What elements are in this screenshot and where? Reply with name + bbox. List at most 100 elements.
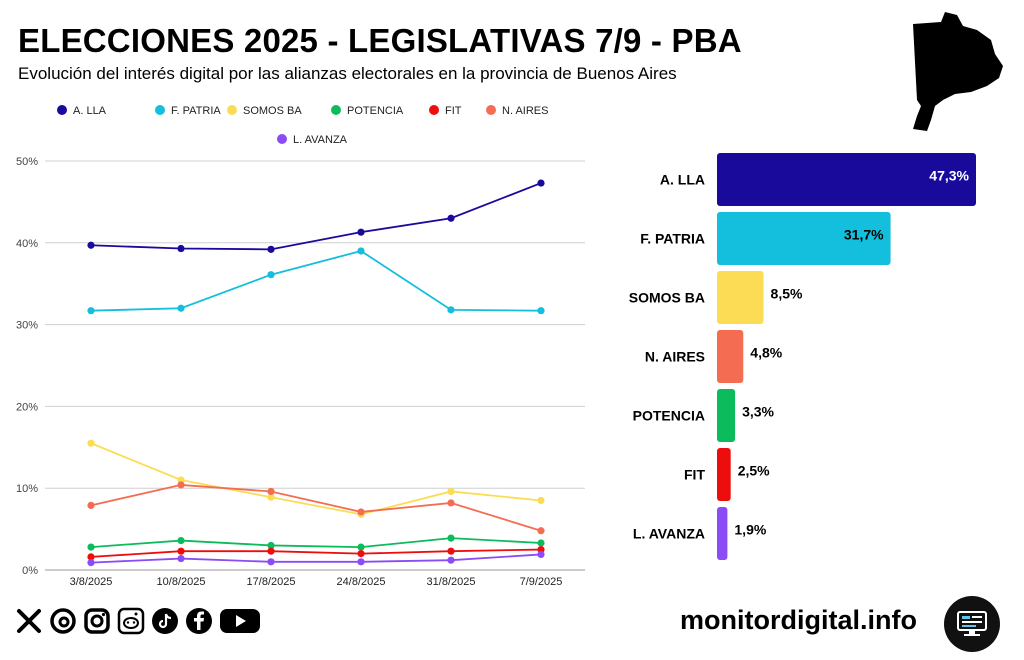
bar-value-label: 31,7%: [844, 227, 884, 243]
data-point: [447, 499, 455, 507]
data-point: [357, 543, 365, 551]
x-tick-label: 17/8/2025: [247, 576, 296, 588]
bar-value-label: 1,9%: [734, 522, 766, 538]
data-point: [87, 543, 95, 551]
instagram-icon[interactable]: [82, 606, 112, 636]
bar: [717, 271, 764, 324]
data-point: [177, 536, 185, 545]
buenos-aires-province-map-icon: [913, 12, 1003, 131]
bar-category-label: A. LLA: [660, 172, 705, 188]
facebook-icon[interactable]: [184, 606, 214, 636]
series-line-6: [90, 484, 542, 532]
series-line-2: [90, 250, 542, 312]
social-icons: [14, 606, 262, 636]
data-point: [177, 244, 185, 253]
data-point: [447, 534, 455, 542]
data-point: [357, 558, 365, 566]
y-tick-label: 40%: [16, 238, 38, 250]
tiktok-icon[interactable]: [150, 606, 180, 636]
x-icon[interactable]: [14, 606, 44, 636]
data-point: [177, 481, 185, 489]
legend-marker: [277, 134, 287, 144]
legend-marker: [331, 105, 341, 115]
x-tick-label: 31/8/2025: [427, 576, 476, 588]
series-line-1: [90, 182, 542, 251]
data-point: [537, 179, 545, 187]
data-point: [267, 547, 275, 555]
data-point: [537, 307, 545, 315]
bar-value-label: 47,3%: [929, 168, 969, 184]
y-tick-label: 30%: [16, 320, 38, 332]
data-point: [87, 241, 95, 249]
x-tick-label: 24/8/2025: [337, 576, 386, 588]
data-point: [447, 556, 455, 564]
series-line-4: [90, 537, 542, 548]
bar-category-label: FIT: [684, 467, 705, 483]
legend-marker: [155, 105, 165, 115]
series-line-3: [90, 442, 542, 516]
data-point: [87, 307, 95, 315]
series-line-5: [90, 548, 542, 558]
y-tick-label: 10%: [16, 483, 38, 495]
legend-label: F. PATRIA: [171, 105, 221, 117]
bar: [717, 507, 728, 560]
data-point: [357, 247, 365, 255]
bar-value-label: 4,8%: [750, 345, 782, 361]
bar: [717, 448, 731, 501]
legend-marker: [57, 105, 67, 115]
legend-marker: [486, 105, 496, 115]
data-point: [537, 496, 545, 505]
bar-value-label: 8,5%: [771, 286, 803, 302]
y-tick-label: 0%: [22, 565, 38, 577]
bar: [717, 153, 976, 206]
data-point: [267, 487, 275, 496]
legend-label: L. AVANZA: [293, 134, 348, 146]
legend-marker: [429, 105, 439, 115]
legend-label: FIT: [445, 105, 462, 117]
data-point: [357, 228, 365, 236]
bar-value-label: 2,5%: [738, 463, 770, 479]
youtube-icon[interactable]: [218, 606, 262, 636]
legend-label: A. LLA: [73, 105, 107, 117]
legend-label: SOMOS BA: [243, 105, 302, 117]
data-point: [537, 527, 545, 535]
x-tick-label: 10/8/2025: [157, 576, 206, 588]
series-line-7: [90, 553, 542, 564]
y-tick-label: 20%: [16, 401, 38, 413]
bar-category-label: N. AIRES: [645, 349, 705, 365]
data-point: [267, 493, 275, 501]
data-point: [177, 304, 185, 312]
threads-icon[interactable]: [48, 606, 78, 636]
x-tick-label: 7/9/2025: [520, 576, 563, 588]
bar-category-label: SOMOS BA: [629, 290, 705, 306]
data-point: [87, 439, 95, 447]
bar: [717, 212, 891, 265]
y-tick-label: 50%: [16, 156, 38, 168]
data-point: [537, 539, 545, 547]
data-point: [357, 508, 365, 516]
bar-category-label: F. PATRIA: [640, 231, 705, 247]
bar: [717, 330, 744, 383]
data-point: [177, 554, 185, 563]
legend-label: N. AIRES: [502, 105, 548, 117]
bar-category-label: POTENCIA: [633, 408, 705, 424]
website-name: monitordigital.info: [680, 605, 917, 635]
legend-label: POTENCIA: [347, 105, 404, 117]
reddit-icon[interactable]: [116, 606, 146, 636]
data-point: [87, 553, 95, 561]
data-point: [87, 501, 95, 509]
data-point: [267, 558, 275, 566]
data-point: [267, 271, 275, 279]
legend-marker: [227, 105, 237, 115]
bar-value-label: 3,3%: [742, 404, 774, 420]
data-point: [537, 550, 545, 559]
data-point: [357, 550, 365, 558]
bar-category-label: L. AVANZA: [633, 526, 705, 542]
monitor-screen-icon: [944, 596, 1000, 652]
chart-subtitle: Evolución del interés digital por las al…: [18, 64, 677, 83]
data-point: [447, 487, 455, 496]
data-point: [177, 547, 185, 555]
bar: [717, 389, 736, 442]
x-tick-label: 3/8/2025: [70, 576, 113, 588]
data-point: [267, 245, 275, 253]
